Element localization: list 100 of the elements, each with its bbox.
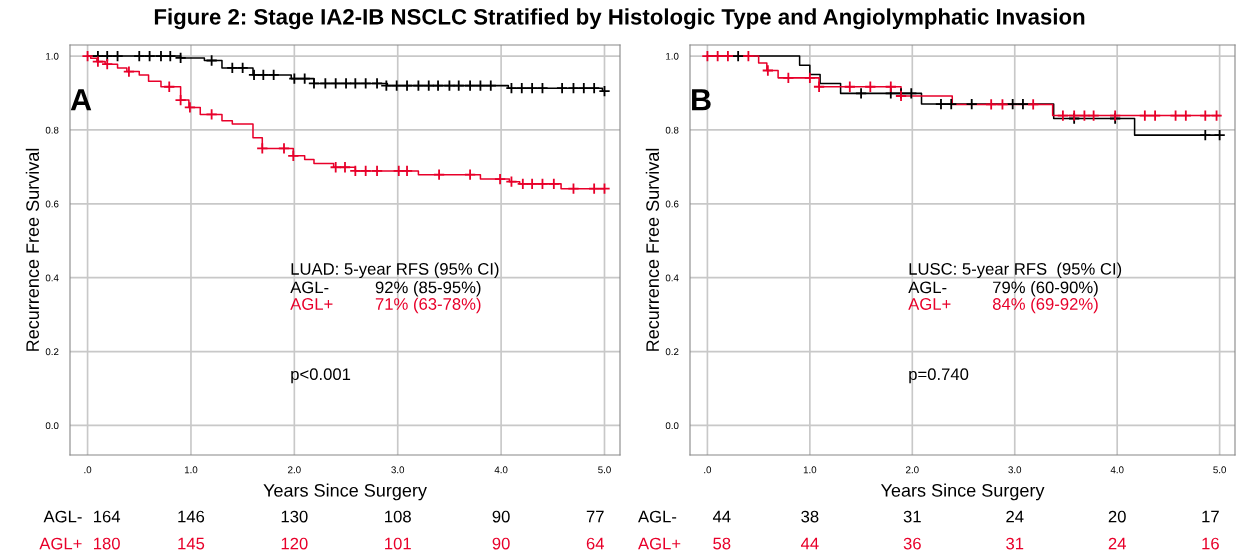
point [945, 98, 958, 111]
point [1210, 109, 1223, 122]
point [392, 164, 405, 178]
y-tick-label: 0.4 [665, 274, 679, 282]
point [339, 77, 353, 90]
text: 130 [281, 510, 308, 523]
x-tick-label: 5.0 [598, 466, 611, 474]
x-tick-label: 2.0 [906, 466, 919, 474]
point [329, 77, 342, 90]
point [782, 71, 795, 84]
y-tick-label: 0.6 [45, 200, 59, 208]
point [370, 164, 384, 178]
point [101, 58, 114, 71]
point [855, 87, 868, 100]
point [484, 79, 497, 92]
point [287, 149, 300, 162]
y-tick-label: 0.0 [665, 422, 679, 430]
text: 64 [586, 537, 605, 550]
text: 90 [492, 537, 510, 550]
point [81, 50, 94, 63]
point [494, 173, 507, 186]
y-axis-title: Recurrence Free Survival [25, 148, 40, 351]
text: 44 [800, 537, 819, 550]
point [1006, 98, 1019, 111]
text: 44 [712, 510, 731, 523]
point [133, 50, 146, 63]
text: 20 [1108, 510, 1126, 523]
point [711, 50, 724, 63]
point [1213, 129, 1226, 142]
point [505, 175, 518, 188]
text: 77 [586, 510, 604, 523]
x-tick-label: 3.0 [391, 466, 405, 474]
point [864, 80, 877, 93]
point [732, 50, 745, 63]
point [400, 79, 414, 92]
point [567, 182, 580, 195]
annotation: 71% (63-78%) [375, 297, 481, 314]
y-tick-label: 0.2 [45, 348, 59, 356]
annotation: 84% (69-92%) [992, 297, 1098, 314]
point [143, 50, 156, 63]
point [464, 79, 477, 92]
point [307, 77, 321, 90]
annotation: AGL- [290, 281, 329, 294]
text: AGL+ [638, 537, 681, 550]
point [761, 64, 774, 77]
point [349, 164, 362, 178]
point [1169, 109, 1182, 122]
point [122, 65, 135, 78]
text: 24 [1108, 537, 1126, 550]
point [359, 164, 372, 178]
annotation: A [70, 89, 92, 111]
point [349, 77, 362, 90]
point [515, 82, 528, 95]
annotation: p<0.001 [291, 368, 351, 384]
x-tick-label: 3.0 [1008, 466, 1022, 474]
point [547, 177, 560, 190]
text: 24 [1006, 510, 1024, 523]
text: 90 [492, 510, 510, 523]
point [577, 82, 590, 95]
point [996, 98, 1009, 111]
point [905, 87, 918, 100]
point [742, 50, 755, 63]
y-tick-label: 1.0 [46, 52, 59, 60]
text: 58 [713, 537, 731, 550]
point [567, 82, 580, 95]
text: 16 [1202, 537, 1219, 550]
point [1027, 98, 1040, 111]
text: 146 [178, 510, 205, 523]
point [319, 77, 332, 90]
annotation: AGL+ [908, 298, 951, 310]
point [505, 82, 518, 95]
point [464, 168, 477, 181]
point [536, 82, 549, 95]
x-axis-title: Years Since Surgery [263, 483, 427, 501]
y-tick-label: 0.8 [665, 126, 679, 134]
point [433, 168, 446, 181]
text: 120 [281, 537, 308, 550]
point [1056, 109, 1069, 122]
point [359, 77, 372, 90]
point [205, 108, 218, 121]
text: 36 [903, 537, 921, 550]
point [516, 177, 529, 190]
point [163, 80, 176, 93]
point [256, 142, 269, 155]
x-tick-label: 1.0 [803, 466, 817, 474]
text: 180 [94, 537, 120, 550]
point [164, 50, 177, 63]
point [588, 82, 601, 95]
point [288, 72, 301, 85]
annotation: p=0.740 [909, 368, 969, 384]
point [111, 50, 124, 63]
point [329, 161, 342, 174]
point [803, 71, 816, 84]
point [412, 79, 425, 92]
point [556, 82, 569, 95]
y-tick-label: 0.2 [665, 348, 679, 356]
x-axis-title: Years Since Surgery [880, 483, 1045, 501]
x-tick-label: 1.0 [184, 466, 198, 474]
point [1138, 109, 1151, 122]
point [985, 98, 998, 111]
